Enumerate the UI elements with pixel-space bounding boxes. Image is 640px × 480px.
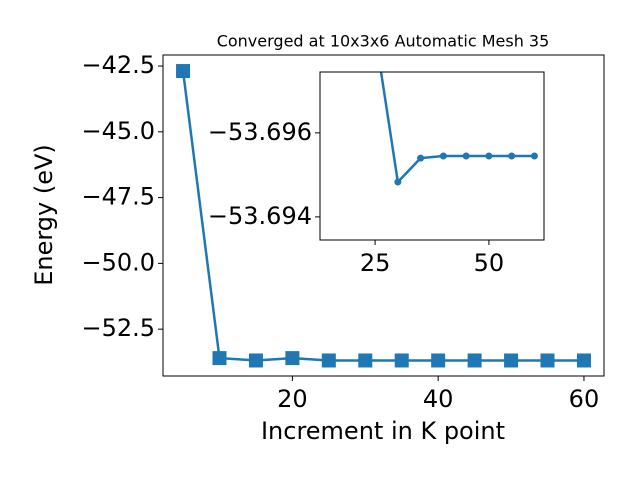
marker xyxy=(394,178,402,186)
y-axis-label: Energy (eV) xyxy=(30,144,58,286)
y-tick-label: −42.5 xyxy=(81,51,155,79)
axes: 25 50 −53.696 −53.694 xyxy=(208,71,545,277)
y-tick-label: −52.5 xyxy=(81,314,155,342)
x-tick-label: 50 xyxy=(474,249,505,277)
y-tick-label: −53.694 xyxy=(208,202,312,230)
marker xyxy=(462,152,470,160)
marker xyxy=(504,353,519,368)
x-tick-label: 25 xyxy=(360,249,391,277)
plot-area xyxy=(176,64,591,368)
marker xyxy=(431,353,446,368)
axes-frame xyxy=(319,71,545,241)
marker xyxy=(540,353,555,368)
chart-title: Converged at 10x3x6 Automatic Mesh 35 xyxy=(217,32,550,51)
marker xyxy=(467,353,482,368)
axes-frame xyxy=(162,54,605,377)
marker xyxy=(530,152,538,160)
marker xyxy=(394,353,409,368)
plot-area xyxy=(379,72,538,186)
marker xyxy=(285,351,300,366)
marker xyxy=(417,154,425,162)
y-tick-label: −50.0 xyxy=(81,248,155,276)
marker xyxy=(212,351,227,366)
marker xyxy=(508,152,516,160)
marker xyxy=(439,152,447,160)
marker xyxy=(358,353,373,368)
y-tick-label: −45.0 xyxy=(81,117,155,145)
series-line xyxy=(379,72,535,185)
x-tick-label: 60 xyxy=(569,385,600,413)
marker xyxy=(248,353,263,368)
marker xyxy=(321,353,336,368)
marker xyxy=(576,353,591,368)
x-tick-label: 40 xyxy=(423,385,454,413)
marker xyxy=(176,64,191,79)
x-tick-label: 20 xyxy=(277,385,308,413)
y-tick-label: −47.5 xyxy=(81,183,155,211)
y-tick-label: −53.696 xyxy=(208,118,312,146)
marker xyxy=(485,152,493,160)
x-axis-label: Increment in K point xyxy=(261,417,505,445)
